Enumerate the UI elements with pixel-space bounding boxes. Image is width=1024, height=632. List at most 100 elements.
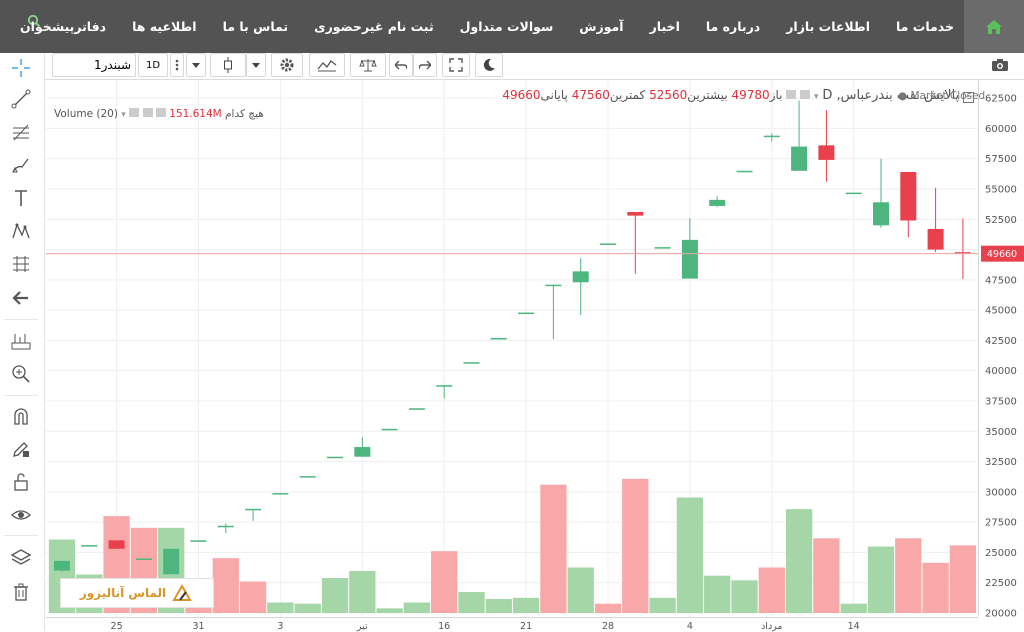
settings-icon[interactable] xyxy=(142,108,153,117)
candle-body xyxy=(299,476,316,478)
price-tick-label: 42500 xyxy=(985,336,1017,347)
trend-line-tool[interactable] xyxy=(6,86,36,112)
undo-button[interactable] xyxy=(389,53,413,77)
price-tick-label: 57500 xyxy=(985,154,1017,165)
volume-bar xyxy=(431,551,458,613)
time-tick-label: 4 xyxy=(687,621,693,632)
chevron-down-icon[interactable]: ▾ xyxy=(121,110,126,120)
magnet-tool[interactable] xyxy=(6,403,36,429)
chart-type-button[interactable] xyxy=(210,53,246,77)
measure-tool[interactable] xyxy=(6,328,36,354)
layers-icon xyxy=(11,549,31,565)
nav-item-education[interactable]: آموزش xyxy=(579,19,624,34)
camera-icon xyxy=(992,59,1008,71)
object-tree-tool[interactable] xyxy=(6,545,36,571)
price-tick-label: 55000 xyxy=(985,184,1017,195)
lock-drawings-tool[interactable] xyxy=(6,436,36,462)
more-vertical-icon xyxy=(175,59,179,71)
prediction-tool[interactable] xyxy=(6,251,36,277)
brush-tool[interactable] xyxy=(6,152,36,178)
theme-toggle-button[interactable] xyxy=(475,53,503,77)
candle-body xyxy=(600,243,616,245)
trend-line-icon xyxy=(11,89,31,109)
redo-button[interactable] xyxy=(413,53,437,77)
candle-body xyxy=(900,172,917,221)
close-value: 49660 xyxy=(502,88,541,102)
interval-dropdown[interactable] xyxy=(186,53,206,77)
collapse-tools-button[interactable] xyxy=(6,285,36,311)
volume-bar xyxy=(267,602,294,613)
fib-tool[interactable] xyxy=(6,119,36,145)
nav-item-online-register[interactable]: ثبت نام غیرحضوری xyxy=(314,19,434,34)
visibility-tool[interactable] xyxy=(6,502,36,528)
nav-item-contact[interactable]: تماس با ما xyxy=(222,19,289,34)
chart-type-dropdown[interactable] xyxy=(246,53,266,77)
snapshot-button[interactable] xyxy=(986,54,1014,76)
candle-body xyxy=(54,560,70,571)
volume-label: Volume (20) xyxy=(54,108,118,120)
nav-item-service-offices[interactable]: دفاترپیشخوان xyxy=(20,19,107,34)
volume-bar xyxy=(840,603,867,613)
collapse-legend-icon[interactable]: − xyxy=(963,92,974,103)
unlock-tool[interactable] xyxy=(6,469,36,495)
price-chart[interactable] xyxy=(46,80,978,617)
nav-item-faq[interactable]: سوالات متداول xyxy=(459,19,554,34)
settings-icon[interactable] xyxy=(786,90,797,99)
zoom-in-tool[interactable] xyxy=(6,361,36,387)
more-intervals-button[interactable] xyxy=(170,53,184,77)
moon-icon xyxy=(483,58,495,71)
timeframe-button[interactable]: 1D xyxy=(138,53,168,77)
close-icon[interactable] xyxy=(155,108,166,117)
nav-item-market-info[interactable]: اطلاعات بازار xyxy=(786,19,870,34)
pencil-lock-icon xyxy=(13,442,29,457)
price-axis[interactable]: 20000 22500 25000 27500 30000 32500 35000 37500… xyxy=(978,80,1024,617)
crosshair-tool[interactable] xyxy=(6,55,36,81)
home-button[interactable] xyxy=(964,0,1024,53)
price-tick-label: 20000 xyxy=(985,609,1017,618)
symbol-input[interactable]: شبندر1 xyxy=(52,53,136,77)
none-label: هیچ کدام xyxy=(225,108,264,120)
volume-bar xyxy=(813,538,840,613)
unlock-icon xyxy=(14,473,28,491)
indicators-button[interactable] xyxy=(309,53,345,77)
visibility-icon[interactable] xyxy=(129,108,140,117)
volume-bar xyxy=(649,597,676,613)
visibility-icon[interactable] xyxy=(800,90,811,99)
candle-body xyxy=(354,447,371,457)
fib-retracement-icon xyxy=(13,124,29,141)
price-tick-label: 45000 xyxy=(985,306,1017,317)
volume-bar xyxy=(867,546,895,613)
text-icon xyxy=(15,190,27,206)
nav-item-news[interactable]: اخبار xyxy=(649,19,680,34)
volume-legend: Volume (20) ▾ 151.614M هیچ کدام xyxy=(54,108,264,120)
search-button[interactable] xyxy=(20,10,48,32)
trash-icon xyxy=(14,583,28,601)
nav-item-services[interactable]: خدمات ما xyxy=(895,19,954,34)
fullscreen-button[interactable] xyxy=(442,53,470,77)
volume-bar xyxy=(349,571,376,613)
price-tick-label: 32500 xyxy=(985,457,1017,468)
settings-button[interactable] xyxy=(271,53,303,77)
volume-bar xyxy=(949,545,977,613)
chevron-down-icon[interactable]: ▾ xyxy=(813,92,819,102)
nav-item-about[interactable]: درباره ما xyxy=(705,19,761,34)
candle-body xyxy=(327,456,343,459)
price-tick-label: 27500 xyxy=(985,518,1017,529)
time-tick-label: 3 xyxy=(277,621,283,632)
candle-body xyxy=(627,211,644,216)
brush-icon xyxy=(12,158,29,173)
text-tool[interactable] xyxy=(6,185,36,211)
volume-bar xyxy=(321,578,349,613)
delete-drawings-tool[interactable] xyxy=(6,579,36,605)
time-axis[interactable]: 25 31 3 تیر 16 21 28 4 مرداد 14 xyxy=(46,617,978,632)
candle-body xyxy=(681,239,698,279)
undo-icon xyxy=(395,60,407,70)
time-tick-label: 21 xyxy=(520,621,532,632)
chevron-down-icon xyxy=(192,62,200,68)
compare-button[interactable] xyxy=(350,53,386,77)
candle-body xyxy=(463,362,480,364)
pattern-tool[interactable] xyxy=(6,218,36,244)
volume-bar xyxy=(403,602,431,613)
candle-body xyxy=(245,508,262,511)
nav-item-announcements[interactable]: اطلاعیه ها xyxy=(132,19,197,34)
